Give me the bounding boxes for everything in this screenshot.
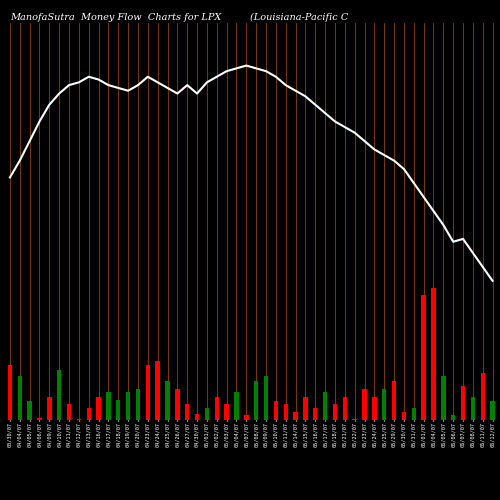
Text: (Louisiana-Pacific C: (Louisiana-Pacific C bbox=[250, 12, 348, 22]
Bar bbox=[284, 404, 288, 420]
Bar bbox=[264, 376, 268, 420]
Bar bbox=[422, 296, 426, 420]
Bar bbox=[254, 381, 258, 420]
Bar bbox=[185, 404, 190, 420]
Bar bbox=[126, 392, 130, 420]
Bar bbox=[18, 376, 22, 420]
Bar bbox=[480, 373, 485, 420]
Bar bbox=[382, 389, 386, 420]
Bar bbox=[156, 361, 160, 420]
Bar bbox=[313, 408, 318, 420]
Bar bbox=[224, 404, 229, 420]
Bar bbox=[441, 376, 446, 420]
Bar bbox=[461, 386, 465, 420]
Text: ManofaSutra  Money Flow  Charts for LPX: ManofaSutra Money Flow Charts for LPX bbox=[10, 12, 222, 22]
Bar bbox=[166, 381, 170, 420]
Bar bbox=[38, 418, 42, 420]
Bar bbox=[146, 366, 150, 420]
Bar bbox=[333, 404, 337, 420]
Bar bbox=[214, 396, 219, 420]
Bar bbox=[451, 416, 456, 420]
Bar bbox=[274, 402, 278, 420]
Bar bbox=[362, 389, 366, 420]
Bar bbox=[244, 416, 248, 420]
Bar bbox=[412, 408, 416, 420]
Bar bbox=[323, 392, 328, 420]
Bar bbox=[342, 396, 347, 420]
Bar bbox=[470, 396, 475, 420]
Bar bbox=[57, 370, 62, 420]
Bar bbox=[204, 408, 209, 420]
Bar bbox=[195, 414, 200, 420]
Bar bbox=[8, 366, 12, 420]
Bar bbox=[490, 402, 495, 420]
Bar bbox=[106, 392, 110, 420]
Bar bbox=[352, 419, 357, 420]
Bar bbox=[116, 400, 120, 420]
Bar bbox=[47, 396, 52, 420]
Bar bbox=[86, 408, 91, 420]
Bar bbox=[67, 404, 71, 420]
Bar bbox=[175, 389, 180, 420]
Bar bbox=[136, 389, 140, 420]
Bar bbox=[28, 402, 32, 420]
Bar bbox=[76, 419, 81, 420]
Bar bbox=[303, 396, 308, 420]
Bar bbox=[96, 396, 101, 420]
Bar bbox=[402, 412, 406, 420]
Bar bbox=[372, 396, 376, 420]
Bar bbox=[294, 412, 298, 420]
Bar bbox=[234, 392, 238, 420]
Bar bbox=[432, 288, 436, 420]
Bar bbox=[392, 381, 396, 420]
